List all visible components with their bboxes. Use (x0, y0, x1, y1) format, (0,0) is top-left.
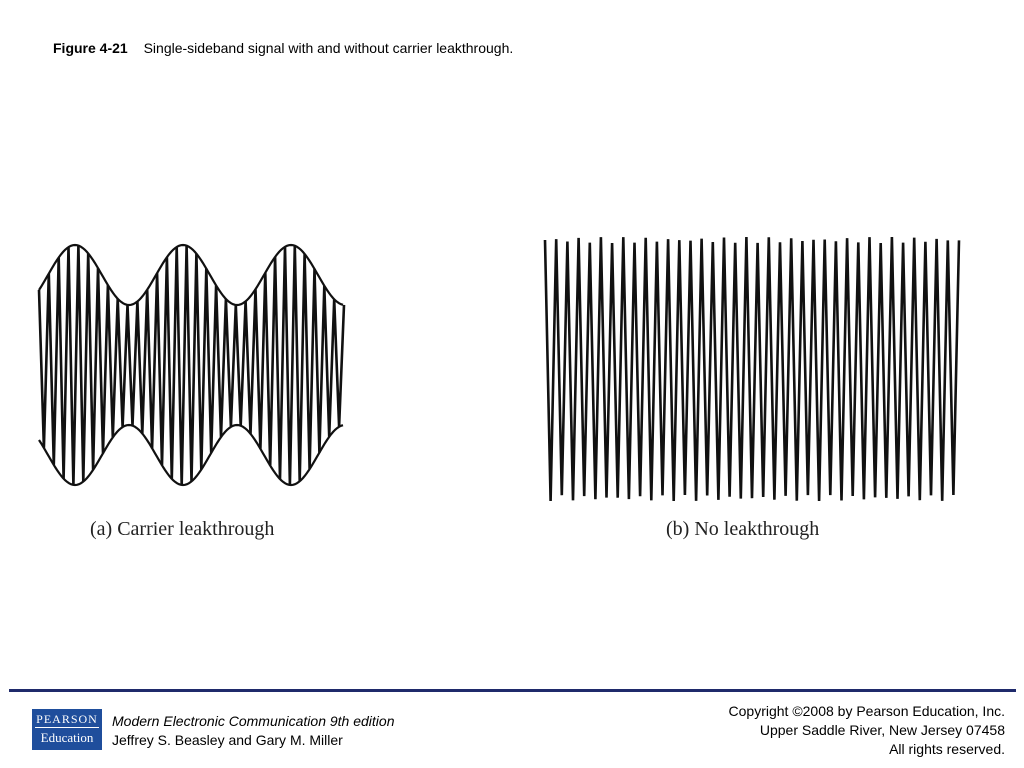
upper-envelope (38, 243, 344, 307)
logo-bottom-text: Education (40, 730, 94, 745)
constant-amplitude-zigzag (543, 236, 961, 502)
copyright-notice: Copyright ©2008 by Pearson Education, In… (729, 702, 1005, 759)
figure-title: Figure 4-21 Single-sideband signal with … (53, 40, 513, 56)
footer-divider (9, 689, 1016, 692)
figure-number: Figure 4-21 (53, 40, 128, 56)
copyright-line: Copyright ©2008 by Pearson Education, In… (728, 703, 1005, 719)
lower-envelope (38, 423, 344, 487)
figure-caption: Single-sideband signal with and without … (143, 40, 514, 56)
book-title: Modern Electronic Communication 9th edit… (112, 713, 395, 729)
book-authors: Jeffrey S. Beasley and Gary M. Miller (112, 732, 343, 748)
book-credit: Modern Electronic Communication 9th edit… (112, 712, 394, 750)
copyright-line: Upper Saddle River, New Jersey 07458 (759, 722, 1005, 738)
copyright-line: All rights reserved. (889, 741, 1005, 757)
carrier-zigzag (37, 245, 346, 485)
panel-a-label: (a) Carrier leakthrough (90, 518, 275, 540)
pearson-logo: PEARSON Education (32, 709, 102, 750)
logo-top-text: PEARSON (36, 712, 98, 726)
panel-b-label: (b) No leakthrough (666, 518, 820, 540)
logo-divider (35, 727, 99, 728)
no-leakthrough-waveform (543, 236, 961, 502)
carrier-leakthrough-waveform (37, 243, 346, 487)
